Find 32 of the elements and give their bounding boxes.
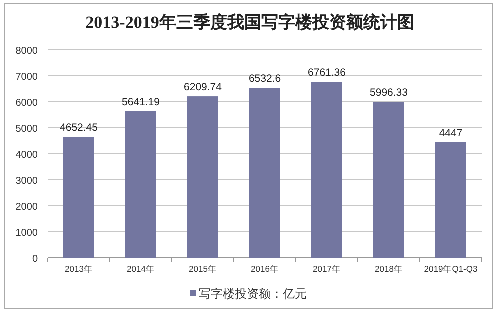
x-tick-label: 2018年 [375, 264, 403, 274]
bar [312, 82, 342, 258]
y-tick-label: 3000 [16, 176, 38, 187]
data-label: 6761.36 [308, 67, 346, 80]
y-tick-label: 8000 [16, 46, 38, 57]
x-tick-label: 2014年 [127, 264, 155, 274]
bar [64, 137, 94, 258]
x-tick-label: 2017年 [313, 264, 341, 274]
y-tick-label: 0 [32, 254, 38, 265]
y-tick-label: 6000 [16, 98, 38, 109]
bar [126, 111, 156, 258]
bar [188, 96, 218, 258]
bar [250, 88, 280, 258]
x-tick-label: 2015年 [189, 264, 217, 274]
data-label: 5641.19 [122, 96, 160, 108]
x-tick-label: 2013年 [65, 264, 93, 274]
y-tick-label: 4000 [16, 150, 38, 161]
data-label: 5996.33 [370, 87, 408, 100]
data-label: 6532.6 [248, 73, 282, 86]
y-tick-label: 5000 [16, 124, 38, 135]
y-tick-label: 1000 [16, 228, 38, 239]
bar [374, 102, 404, 258]
data-label: 4652.45 [60, 122, 98, 134]
x-tick-label: 2019年Q1-Q3 [424, 264, 478, 274]
data-label: 6209.74 [184, 82, 222, 94]
data-label: 4447 [439, 127, 463, 140]
chart-title: 2013-2019年三季度我国写字楼投资额统计图 [86, 13, 414, 32]
y-tick-label: 2000 [16, 202, 38, 213]
y-tick-label: 7000 [16, 72, 38, 83]
bar [436, 142, 466, 258]
legend-label: 写字楼投资额：亿元 [199, 287, 307, 301]
x-tick-label: 2016年 [251, 264, 279, 274]
